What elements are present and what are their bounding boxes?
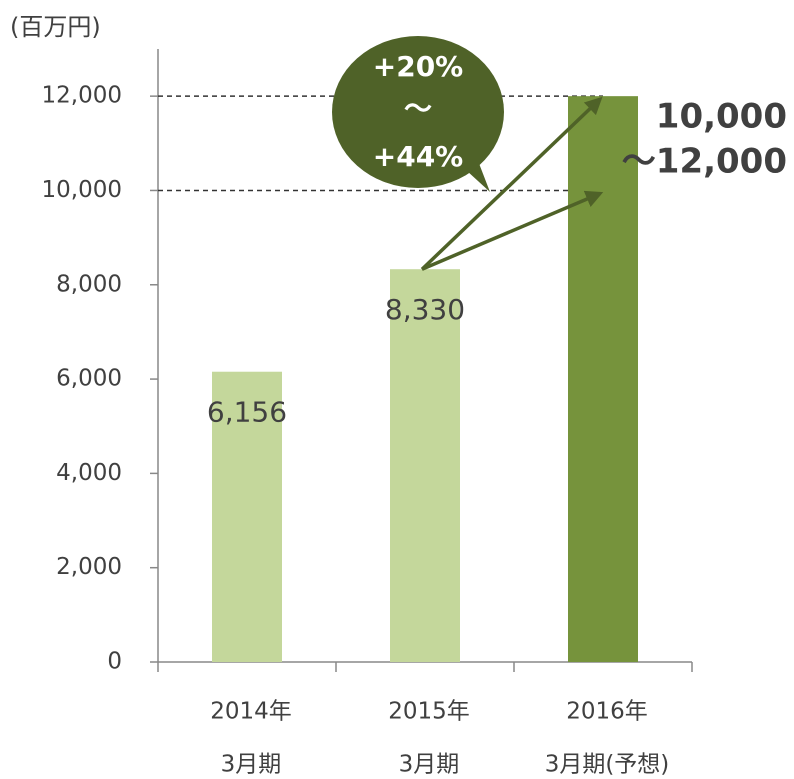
unit-label: (百万円) (10, 13, 101, 41)
x-tick-label: 2016年 (566, 699, 648, 725)
y-tick-label: 4,000 (56, 460, 122, 486)
y-tick-label: 12,000 (42, 83, 122, 109)
y-tick-label: 10,000 (42, 177, 122, 203)
x-tick-label: 2014年 (210, 699, 292, 725)
bar (390, 269, 460, 662)
y-tick-label: 2,000 (56, 554, 122, 580)
growth-arrow (421, 190, 604, 271)
x-tick-label: 2015年 (388, 699, 470, 725)
forecast-label: 10,000 (656, 97, 787, 137)
x-tick-label: 3月期 (399, 752, 460, 778)
bubble-text: +44% (373, 140, 463, 173)
value-label: 6,156 (207, 396, 287, 429)
forecast-label: ～12,000 (622, 142, 787, 182)
bar (212, 371, 282, 662)
y-tick-label: 6,000 (56, 366, 122, 392)
y-tick-label: 0 (107, 649, 122, 675)
bar (568, 96, 638, 662)
growth-bubble (332, 36, 504, 188)
x-tick-label: 3月期 (221, 752, 282, 778)
bubble-text: +20% (373, 50, 463, 83)
x-tick-label: 3月期(予想) (545, 752, 670, 778)
growth-arrow (420, 96, 603, 271)
bubble-text: ～ (404, 92, 432, 125)
value-label: 8,330 (385, 293, 465, 326)
y-tick-label: 8,000 (56, 271, 122, 297)
